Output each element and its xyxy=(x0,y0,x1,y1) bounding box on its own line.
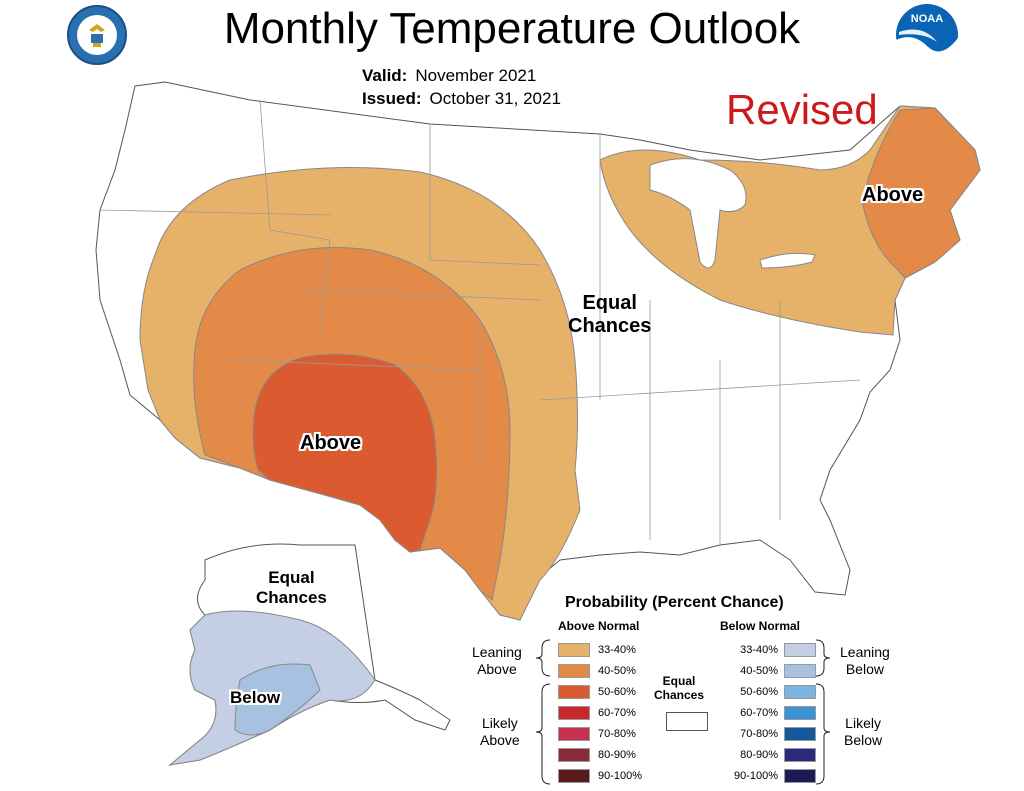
above-legend-row: 50-60% xyxy=(558,685,648,699)
below-legend-row: 50-60% xyxy=(728,685,816,699)
equal-chances-conus-line2: Chances xyxy=(568,315,652,337)
legend-leaning-above: Leaning Above xyxy=(472,644,522,678)
below-swatch xyxy=(784,769,816,783)
legend-likely-above: Likely Above xyxy=(480,715,520,749)
below-range-label: 70-80% xyxy=(740,728,778,740)
above-swatch xyxy=(558,727,590,741)
below-swatch xyxy=(784,643,816,657)
above-range-label: 33-40% xyxy=(598,644,636,656)
legend-below-header: Below Normal xyxy=(720,619,801,633)
below-legend-row: 80-90% xyxy=(728,748,816,762)
leaning-below-line1: Leaning xyxy=(840,644,890,660)
equal-chances-alaska-line2: Chances xyxy=(256,587,327,607)
label-equal-chances-alaska: Equal Chances xyxy=(256,568,327,607)
legend: Probability (Percent Chance) Above Norma… xyxy=(470,588,1024,791)
equal-line1: Equal xyxy=(662,674,696,688)
valid-row: Valid: November 2021 xyxy=(362,66,536,86)
above-legend-row: 70-80% xyxy=(558,727,648,741)
label-above-southwest: Above xyxy=(300,432,362,454)
revised-badge: Revised xyxy=(726,86,878,133)
department-of-commerce-seal xyxy=(67,5,127,65)
likely-above-line2: Above xyxy=(480,731,520,748)
great-lakes xyxy=(649,158,747,269)
above-range-label: 80-90% xyxy=(598,749,636,761)
below-range-label: 60-70% xyxy=(740,707,778,719)
above-swatch xyxy=(558,748,590,762)
above-swatch xyxy=(558,706,590,720)
below-range-label: 40-50% xyxy=(740,665,778,677)
above-legend-row: 40-50% xyxy=(558,664,648,678)
issued-value: October 31, 2021 xyxy=(429,89,561,108)
above-legend-row: 60-70% xyxy=(558,706,648,720)
noaa-logo-text: NOAA xyxy=(911,13,943,25)
below-legend-row: 33-40% xyxy=(728,643,816,657)
legend-above-header: Above Normal xyxy=(558,619,640,633)
above-swatch xyxy=(558,769,590,783)
below-range-label: 80-90% xyxy=(740,749,778,761)
equal-chances-conus-line1: Equal xyxy=(582,292,637,314)
likely-below-line2: Below xyxy=(844,731,883,748)
legend-brackets xyxy=(535,639,831,785)
label-above-northeast: Above xyxy=(862,184,924,206)
valid-label: Valid: xyxy=(362,66,408,85)
equal-line2: Chances xyxy=(654,688,705,703)
legend-likely-below: Likely Below xyxy=(844,715,882,749)
equal-chances-swatch xyxy=(666,712,708,731)
above-legend-row: 33-40% xyxy=(558,643,648,657)
below-swatch xyxy=(784,727,816,741)
above-range-label: 60-70% xyxy=(598,707,636,719)
likely-above-line1: Likely xyxy=(481,715,518,731)
above-swatch xyxy=(558,664,590,678)
noaa-logo: NOAA xyxy=(896,4,958,68)
issued-row: Issued: October 31, 2021 xyxy=(362,89,561,109)
label-equal-chances-conus: Equal Chances xyxy=(568,292,651,338)
legend-leaning-below: Leaning Below xyxy=(840,644,890,678)
equal-chances-alaska-line1: Equal xyxy=(268,568,315,587)
alaska-below-40-50-region xyxy=(234,663,321,736)
below-legend-row: 60-70% xyxy=(728,706,816,720)
above-swatch xyxy=(558,685,590,699)
below-swatch xyxy=(784,664,816,678)
legend-equal-chances: Equal Chances xyxy=(654,674,704,703)
below-legend-row: 90-100% xyxy=(728,769,816,783)
above-swatch xyxy=(558,643,590,657)
below-range-label: 50-60% xyxy=(740,686,778,698)
below-range-label: 33-40% xyxy=(740,644,778,656)
below-swatch xyxy=(784,685,816,699)
state-borders xyxy=(99,99,861,545)
leaning-above-line2: Above xyxy=(477,660,517,677)
above-legend-row: 80-90% xyxy=(558,748,648,762)
above-range-label: 40-50% xyxy=(598,665,636,677)
below-swatch xyxy=(784,706,816,720)
legend-title: Probability (Percent Chance) xyxy=(565,594,784,611)
below-range-label: 90-100% xyxy=(733,770,778,782)
above-range-label: 90-100% xyxy=(598,770,643,782)
northeast-above-40-50-region xyxy=(861,107,981,279)
southwest-above-50-60-region xyxy=(252,353,438,553)
above-range-label: 50-60% xyxy=(598,686,636,698)
valid-value: November 2021 xyxy=(415,66,537,85)
below-legend-row: 40-50% xyxy=(728,664,816,678)
label-below-alaska: Below xyxy=(230,688,281,707)
leaning-below-line2: Below xyxy=(845,660,884,677)
likely-below-line1: Likely xyxy=(845,715,881,731)
above-legend-row: 90-100% xyxy=(558,769,648,783)
below-legend-row: 70-80% xyxy=(728,727,816,741)
leaning-above-line1: Leaning xyxy=(472,644,522,660)
issued-label: Issued: xyxy=(362,89,422,108)
page-title: Monthly Temperature Outlook xyxy=(223,4,801,53)
below-swatch xyxy=(784,748,816,762)
above-range-label: 70-80% xyxy=(598,728,636,740)
